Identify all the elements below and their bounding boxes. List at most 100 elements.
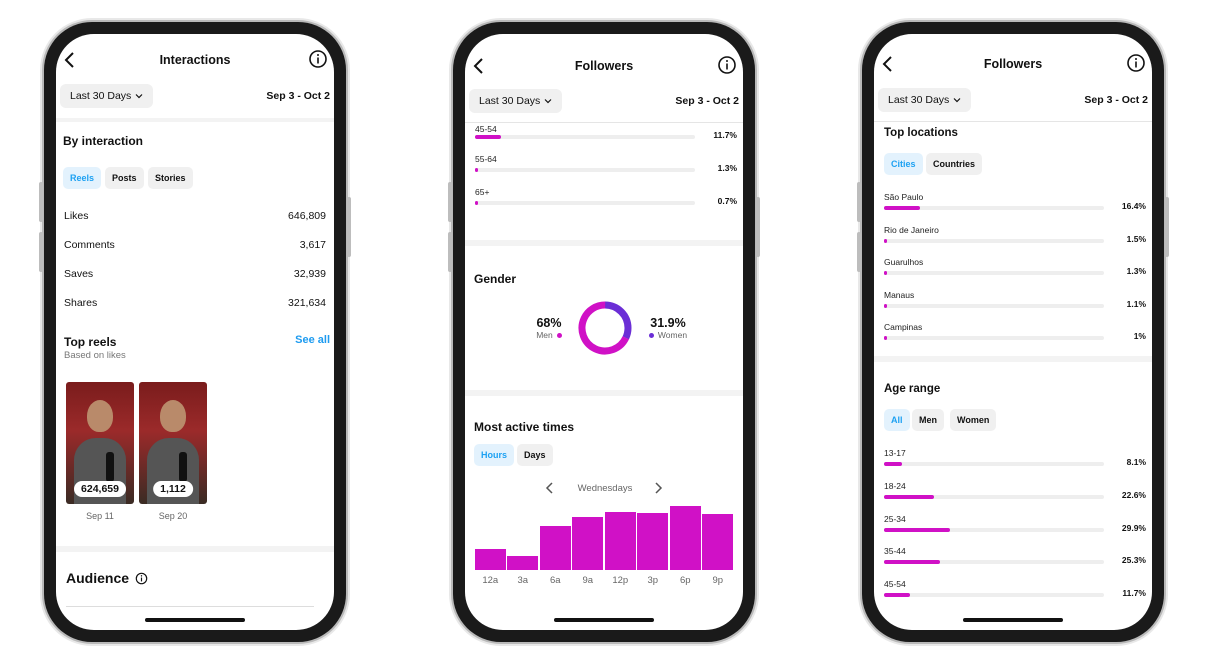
tab-all[interactable]: All: [884, 409, 910, 431]
divider: [874, 356, 1152, 362]
age-label: 45-54: [475, 124, 497, 134]
women-legend: 31.9% Women: [643, 316, 693, 340]
date-range-dates: Sep 3 - Oct 2: [675, 95, 739, 107]
tab-men[interactable]: Men: [912, 409, 944, 431]
metric-value: 321,634: [288, 297, 326, 309]
women-pct: 31.9%: [650, 316, 686, 330]
date-range-label: Last 30 Days: [70, 90, 132, 102]
active-times-chart: [474, 504, 734, 570]
age-track: [884, 593, 1104, 598]
men-label: Men: [536, 330, 553, 340]
date-range-dropdown[interactable]: Last 30 Days: [469, 89, 563, 113]
city-bar: [884, 206, 921, 210]
back-arrow-icon[interactable]: [62, 50, 78, 70]
age-label: 35-44: [884, 546, 906, 557]
metric-row-shares: Shares 321,634: [64, 297, 326, 313]
audience-title: Audience: [66, 570, 130, 586]
home-indicator: [554, 618, 654, 622]
header: Followers: [874, 46, 1152, 82]
age-row: 45-54 11.7%: [475, 124, 737, 155]
tab-days[interactable]: Days: [517, 444, 553, 466]
date-range-label: Last 30 Days: [479, 95, 541, 107]
gender-donut-chart: [578, 301, 632, 355]
age-pct: 11.7%: [1122, 588, 1146, 599]
city-bar: [884, 271, 887, 276]
metric-row-comments: Comments 3,617: [64, 239, 326, 255]
city-label: Manaus: [884, 289, 915, 300]
chevron-right-icon[interactable]: [653, 481, 663, 495]
hour-bar: [474, 549, 506, 570]
hour-tick-label: 9p: [712, 575, 724, 586]
tab-cities[interactable]: Cities: [884, 153, 923, 175]
age-row: 35-44 25.3%: [884, 546, 1146, 576]
top-reels-title: Top reels: [64, 335, 117, 349]
city-pct: 1.3%: [1126, 266, 1146, 277]
info-icon[interactable]: [135, 572, 148, 585]
age-range-title: Age range: [884, 383, 941, 395]
active-times-title: Most active times: [474, 420, 575, 434]
reel-thumbnail[interactable]: 624,659: [66, 382, 134, 504]
tab-stories[interactable]: Stories: [148, 167, 193, 189]
hour-tick-label: 3a: [517, 575, 529, 586]
age-label: 13-17: [884, 448, 906, 458]
city-track: [884, 336, 1104, 341]
age-row: 45-54 11.7%: [884, 579, 1146, 609]
age-pct: 11.7%: [713, 130, 737, 140]
info-icon[interactable]: [717, 55, 737, 75]
page-title: Followers: [574, 59, 634, 73]
reel-date: Sep 11: [86, 511, 114, 521]
date-range-row: Last 30 Days Sep 3 - Oct 2: [56, 82, 334, 112]
date-range-dropdown[interactable]: Last 30 Days: [878, 88, 972, 112]
see-all-link[interactable]: See all: [295, 334, 330, 346]
info-icon[interactable]: [1126, 53, 1146, 73]
date-range-label: Last 30 Days: [888, 94, 950, 106]
page-title: Interactions: [159, 53, 231, 67]
tab-reels[interactable]: Reels: [63, 167, 102, 189]
back-arrow-icon[interactable]: [880, 54, 896, 74]
divider: [66, 606, 314, 607]
age-label: 65+: [475, 187, 490, 197]
tab-posts[interactable]: Posts: [105, 167, 144, 189]
date-range-dropdown[interactable]: Last 30 Days: [60, 84, 154, 108]
back-arrow-icon[interactable]: [471, 56, 487, 76]
info-icon[interactable]: [308, 49, 328, 69]
men-legend: 68% Men: [529, 316, 569, 340]
tab-women[interactable]: Women: [950, 409, 997, 431]
date-range-dates: Sep 3 - Oct 2: [266, 90, 330, 102]
gender-title: Gender: [474, 272, 517, 286]
audience-header: Audience: [66, 570, 148, 586]
header: Interactions: [56, 42, 334, 78]
tab-hours[interactable]: Hours: [474, 444, 515, 466]
metric-label: Saves: [64, 268, 94, 280]
hour-bar: [604, 511, 636, 570]
city-bar: [884, 336, 887, 341]
city-label: Campinas: [884, 322, 923, 333]
reel-thumbnail[interactable]: 1,112: [139, 382, 207, 504]
hour-bar: [669, 506, 701, 570]
metric-label: Comments: [64, 239, 115, 251]
chart-x-axis: 12a 3a 6a 9a 12p 3p 6p 9p: [474, 575, 734, 589]
age-pct: 8.1%: [1126, 457, 1146, 467]
phone-interactions: Interactions Last 30 Days Sep 3 - Oct 2 …: [39, 22, 351, 642]
reel-date: Sep 20: [158, 511, 188, 521]
city-track: [884, 238, 1104, 243]
city-pct: 1.1%: [1126, 298, 1146, 309]
age-bar: [475, 201, 478, 205]
hour-tick-label: 12p: [612, 575, 629, 586]
top-locations-title: Top locations: [884, 127, 958, 139]
age-row: 25-34 29.9%: [884, 514, 1146, 544]
selected-day: Wednesdays: [577, 483, 633, 494]
hour-tick-label: 6p: [679, 575, 691, 586]
chevron-down-icon: [135, 94, 143, 99]
age-bar: [884, 462, 902, 466]
tab-countries[interactable]: Countries: [926, 153, 983, 175]
metric-row-saves: Saves 32,939: [64, 268, 326, 284]
city-pct: 1.5%: [1126, 233, 1146, 244]
city-track: [884, 303, 1104, 308]
age-label: 45-54: [884, 579, 906, 590]
city-track: [884, 271, 1104, 276]
chevron-left-icon[interactable]: [545, 481, 555, 495]
metric-row-likes: Likes 646,809: [64, 210, 326, 226]
city-pct: 16.4%: [1121, 201, 1146, 211]
age-pct: 29.9%: [1121, 522, 1146, 533]
